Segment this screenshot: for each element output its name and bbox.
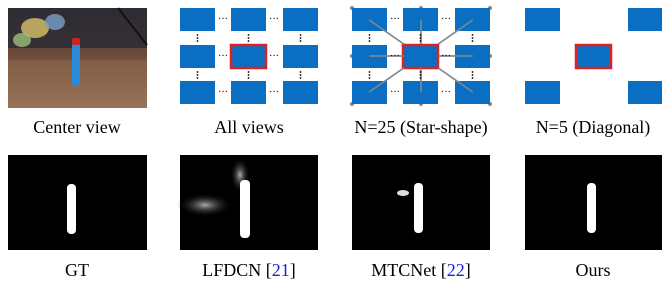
ellipsis-dot: [472, 74, 474, 76]
caption-text: MTCNet [: [371, 260, 447, 280]
view: [180, 8, 215, 31]
view: [525, 81, 560, 104]
caption: N=5 (Diagonal): [503, 117, 662, 138]
ellipsis-dot: [369, 40, 371, 42]
view: [180, 45, 215, 68]
caption: GT: [0, 260, 167, 281]
caption: Center view: [0, 117, 167, 138]
ellipsis-dot: [369, 74, 371, 76]
ellipsis-dot: [472, 71, 474, 73]
ellipsis-dot: [420, 40, 422, 42]
ellipsis: ···: [390, 87, 400, 98]
ellipsis: ···: [269, 14, 279, 25]
ellipsis-dot: [248, 40, 250, 42]
ellipsis-dot: [369, 77, 371, 79]
ellipsis-dot: [300, 71, 302, 73]
view: [455, 81, 490, 104]
ellipsis-dot: [369, 34, 371, 36]
ellipsis-dot: [197, 37, 199, 39]
view: [231, 8, 266, 31]
view: [352, 81, 387, 104]
ellipsis-dot: [300, 40, 302, 42]
caption: N=25 (Star-shape): [331, 117, 511, 138]
view: [628, 8, 662, 31]
caption-text: LFDCN [: [202, 260, 272, 280]
ellipsis-dot: [197, 71, 199, 73]
ellipsis: ···: [441, 51, 451, 62]
ellipsis-dot: [472, 77, 474, 79]
caption-text: N=25 (Star-shape): [354, 117, 487, 137]
ellipsis: ···: [390, 51, 400, 62]
ellipsis: ···: [218, 87, 228, 98]
ellipsis: ···: [218, 51, 228, 62]
view: [628, 81, 662, 104]
figure: ··· ··· ··· ··· ··· ··· ··· ··· ··· ··· ··· ··· Cen…: [0, 0, 662, 285]
ellipsis-dot: [248, 37, 250, 39]
ellipsis-dot: [197, 77, 199, 79]
selected-view: [576, 45, 611, 68]
ellipsis: ···: [269, 51, 279, 62]
citation[interactable]: 22: [447, 260, 465, 280]
ellipsis-dot: [472, 37, 474, 39]
ellipsis-dot: [300, 77, 302, 79]
center-view-photo: [8, 8, 147, 108]
ellipsis-dot: [420, 34, 422, 36]
view: [283, 45, 318, 68]
ellipsis: ···: [218, 14, 228, 25]
ellipsis-dot: [472, 34, 474, 36]
ellipsis: ···: [269, 87, 279, 98]
citation[interactable]: 21: [272, 260, 290, 280]
view: [283, 8, 318, 31]
ellipsis: ···: [441, 87, 451, 98]
caption-text: ]: [465, 260, 471, 280]
ellipsis-dot: [248, 74, 250, 76]
ellipsis-dot: [369, 71, 371, 73]
ellipsis-dot: [420, 71, 422, 73]
view: [283, 81, 318, 104]
selected-view: [231, 45, 266, 68]
caption-text: Center view: [33, 117, 120, 137]
view: [231, 81, 266, 104]
view: [180, 81, 215, 104]
ellipsis-dot: [248, 34, 250, 36]
ellipsis: ···: [390, 14, 400, 25]
ellipsis-dot: [300, 37, 302, 39]
ellipsis-dot: [369, 37, 371, 39]
ellipsis-dot: [197, 34, 199, 36]
caption: LFDCN [21]: [159, 260, 339, 281]
ellipsis: ···: [441, 14, 451, 25]
figure-art: ··· ··· ··· ··· ··· ··· ··· ··· ··· ··· ··· ···: [0, 0, 662, 285]
masks: [8, 155, 662, 250]
caption-text: N=5 (Diagonal): [536, 117, 651, 137]
ellipsis-dot: [300, 74, 302, 76]
ellipsis-dot: [197, 40, 199, 42]
ellipsis-dot: [472, 40, 474, 42]
selected-view: [403, 45, 438, 68]
ellipsis-dot: [420, 74, 422, 76]
caption: MTCNet [22]: [331, 260, 511, 281]
view: [525, 8, 560, 31]
ellipsis-dot: [197, 74, 199, 76]
caption-text: ]: [290, 260, 296, 280]
caption-text: Ours: [576, 260, 611, 280]
caption-text: All views: [214, 117, 284, 137]
ellipsis-dot: [248, 77, 250, 79]
view: [455, 8, 490, 31]
ellipsis-dot: [300, 34, 302, 36]
ellipsis-dot: [420, 77, 422, 79]
caption: Ours: [503, 260, 662, 281]
caption: All views: [159, 117, 339, 138]
ellipsis-dot: [420, 37, 422, 39]
view: [352, 8, 387, 31]
ellipsis-dot: [248, 71, 250, 73]
caption-text: GT: [65, 260, 89, 280]
